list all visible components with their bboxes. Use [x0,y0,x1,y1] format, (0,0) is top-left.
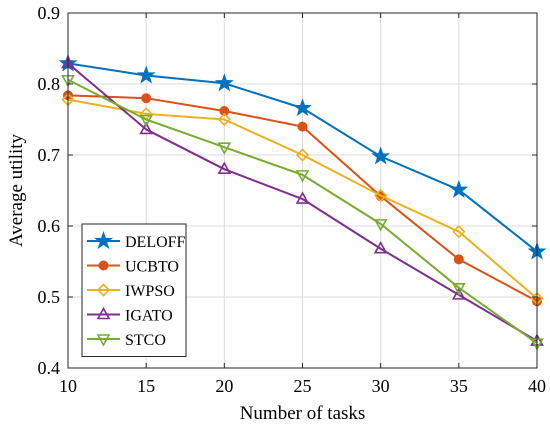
data-point-stco [295,170,310,183]
data-point-iwpso [374,188,388,203]
data-point-deloff [449,179,469,198]
data-point-ucbto [453,254,464,265]
legend-marker-deloff [94,231,113,250]
data-point-igato [139,121,154,135]
y-tick-label: 0.9 [38,3,61,23]
x-tick-label: 15 [137,376,155,396]
legend-marker-iwpso [96,283,111,297]
legend-marker-igato [96,306,111,320]
data-point-igato [451,287,466,300]
data-point-stco [139,114,154,128]
data-point-iwpso [452,225,466,239]
tick-group: 10 15 20 25 30 35 40 0.4 0.5 0.6 0.7 0.8 0.9 [38,3,547,396]
data-point-igato [373,241,388,254]
data-point-iwpso [295,148,310,162]
x-tick-label: 35 [450,376,468,396]
y-tick-label: 0.7 [38,145,61,165]
data-point-stco [451,282,466,296]
legend: DELOFF UCBTO IWPSO IGATO STCO [81,223,187,357]
data-point-igato [217,161,232,174]
data-point-igato [295,191,310,204]
y-axis-label: Average utility [6,133,27,247]
legend-label-igato: IGATO [125,308,173,325]
data-point-ucbto [219,105,230,116]
x-tick-label: 10 [59,376,77,396]
legend-label-iwpso: IWPSO [125,283,175,300]
x-tick-label: 30 [372,376,390,396]
y-tick-label: 0.5 [38,287,61,307]
y-tick-label: 0.8 [38,74,61,94]
x-tick-label: 25 [294,376,312,396]
legend-label-ucbto: UCBTO [125,259,179,276]
data-point-deloff [136,65,156,84]
data-point-ucbto [141,93,152,104]
x-tick-label: 40 [528,376,546,396]
data-point-stco [217,142,232,155]
series-line-stco [67,78,538,344]
data-point-deloff [214,73,234,92]
y-tick-label: 0.4 [38,358,61,378]
x-tick-label: 20 [215,376,233,396]
data-point-deloff [293,98,312,117]
legend-label-stco: STCO [125,332,166,349]
data-point-deloff [371,146,391,165]
series-line-iwpso [67,98,538,300]
x-axis-label: Number of tasks [240,403,366,424]
legend-marker-stco [96,334,111,347]
data-point-ucbto [297,121,308,132]
legend-marker-ucbto [98,260,109,271]
legend-label-deloff: DELOFF [125,234,186,251]
data-point-stco [373,219,388,232]
y-tick-label: 0.6 [38,216,61,236]
series-stco [61,74,544,351]
data-point-iwpso [217,112,231,127]
